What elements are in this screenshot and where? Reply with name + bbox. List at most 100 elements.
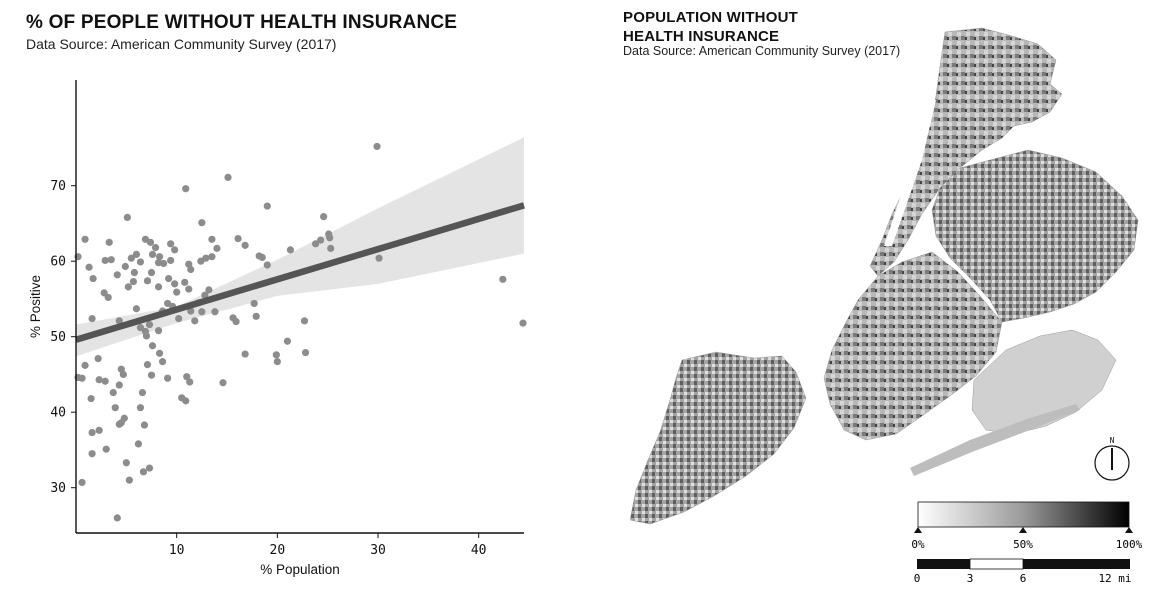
- data-point: [263, 261, 271, 269]
- data-point: [181, 278, 189, 286]
- data-point: [373, 142, 381, 151]
- chart-title: % OF PEOPLE WITHOUT HEALTH INSURANCE: [26, 12, 458, 33]
- data-point: [104, 293, 112, 302]
- data-point: [113, 514, 121, 522]
- scale-bar: 0 3 6 12 mi: [914, 558, 1132, 585]
- map-title-line-1: POPULATION WITHOUT: [623, 9, 798, 26]
- data-point: [208, 235, 216, 243]
- data-point: [167, 256, 175, 265]
- data-point: [154, 327, 163, 335]
- borough-staten-island: [629, 351, 807, 525]
- data-point: [320, 213, 328, 221]
- data-point: [95, 376, 103, 384]
- data-point: [125, 476, 133, 484]
- map-title-line-2: HEALTH INSURANCE: [623, 28, 780, 45]
- data-point: [136, 404, 145, 412]
- regression-line: [75, 202, 525, 343]
- scatter-plot: 10 20 30 40 30 40 50 60 70 % Population % Positive: [28, 80, 527, 577]
- data-point: [101, 377, 109, 385]
- data-point: [115, 381, 123, 389]
- data-point: [211, 308, 219, 316]
- data-point: [147, 371, 156, 379]
- data-point: [145, 321, 154, 329]
- data-point: [145, 464, 154, 472]
- data-point: [105, 238, 113, 246]
- data-point: [121, 262, 129, 271]
- data-point: [219, 379, 227, 387]
- data-point: [119, 370, 127, 379]
- data-point: [124, 283, 132, 291]
- data-point: [234, 234, 242, 243]
- data-point: [143, 277, 152, 285]
- data-point: [198, 308, 206, 316]
- data-point: [151, 244, 160, 252]
- data-point: [272, 351, 280, 359]
- data-point: [88, 428, 96, 437]
- data-point: [129, 277, 137, 286]
- data-point: [139, 468, 148, 476]
- data-point: [146, 238, 155, 246]
- river: [884, 98, 936, 246]
- map-title: POPULATION WITHOUT HEALTH INSURANCE: [623, 8, 853, 46]
- data-point: [202, 254, 210, 262]
- data-point: [101, 256, 109, 265]
- borough-queens: [931, 149, 1139, 323]
- data-point: [87, 395, 95, 403]
- data-point: [301, 348, 310, 357]
- scale-tick-6: 6: [1020, 572, 1027, 585]
- data-point: [312, 240, 320, 248]
- data-point: [147, 268, 156, 277]
- scale-tick-3: 3: [967, 572, 974, 585]
- x-tick-label: 10: [169, 543, 185, 558]
- data-point: [187, 307, 195, 315]
- data-point: [158, 358, 167, 366]
- data-point: [132, 305, 141, 313]
- data-point: [250, 299, 258, 308]
- data-point: [232, 318, 240, 326]
- data-point: [134, 440, 143, 448]
- data-point: [173, 288, 181, 296]
- scale-tick-12mi: 12 mi: [1098, 572, 1131, 585]
- data-point: [167, 240, 175, 248]
- data-point: [252, 312, 260, 320]
- data-point: [171, 280, 179, 288]
- data-point: [140, 421, 149, 429]
- confidence-band: [76, 137, 524, 357]
- map-source: Data Source: American Community Survey (…: [623, 44, 901, 58]
- data-point: [95, 426, 103, 434]
- data-point: [175, 314, 183, 323]
- jfk-area: [971, 329, 1117, 435]
- data-point: [154, 283, 163, 291]
- rockaway: [910, 404, 1080, 476]
- data-point: [136, 258, 145, 266]
- data-point: [186, 378, 194, 386]
- data-point: [171, 246, 179, 254]
- data-point: [122, 459, 130, 467]
- colorbar: 0% 50% 100%: [911, 501, 1143, 551]
- chart-source: Data Source: American Community Survey (…: [26, 36, 337, 52]
- data-point: [89, 274, 97, 283]
- y-tick-label: 30: [50, 481, 66, 496]
- data-point: [107, 256, 115, 264]
- x-tick-label: 20: [270, 543, 286, 558]
- data-point: [182, 185, 190, 193]
- data-point: [286, 246, 295, 254]
- borough-brooklyn: [823, 251, 1003, 441]
- colorbar-tick-50: 50%: [1013, 538, 1033, 551]
- y-tick-label: 50: [50, 330, 66, 345]
- x-tick-label: 30: [370, 543, 386, 558]
- data-point: [208, 253, 216, 261]
- data-point: [85, 263, 93, 271]
- north-label: N: [1110, 436, 1115, 445]
- data-point: [224, 173, 232, 181]
- data-point: [94, 354, 102, 363]
- data-point: [142, 332, 151, 340]
- data-point: [148, 250, 157, 259]
- data-point: [182, 397, 190, 405]
- north-arrow: N: [1094, 436, 1130, 481]
- y-tick-label: 70: [50, 179, 66, 194]
- data-point: [123, 213, 131, 222]
- data-point: [81, 361, 89, 369]
- data-point: [241, 241, 249, 249]
- data-point: [499, 275, 507, 283]
